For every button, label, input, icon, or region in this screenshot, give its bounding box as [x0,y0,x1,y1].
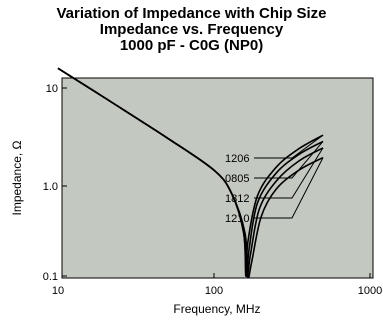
x-tick-label: 1000 [358,285,382,297]
y-tick-label: 1.0 [43,181,58,193]
chart-title-line-3: 1000 pF - C0G (NP0) [119,37,264,54]
y-tick-label: 0.1 [43,271,58,283]
series-label-1812: 1812 [225,193,249,205]
chart-title-line-2: Impedance vs. Frequency [99,21,284,38]
x-tick-label: 100 [205,285,223,297]
y-axis-label: Impedance, Ω [10,140,24,215]
series-label-1210: 1210 [225,213,249,225]
plot-area [61,77,374,279]
series-leader-1812 [254,147,324,199]
series-leader-1210 [254,157,324,219]
series-leader-1206 [254,134,324,159]
series-label-1206: 1206 [225,153,249,165]
series-leader-0805 [254,141,324,179]
chart-title-line-1: Variation of Impedance with Chip Size [56,5,327,22]
x-axis-label: Frequency, MHz [173,302,260,316]
series-line-1210 [57,67,324,279]
series-label-0805: 0805 [225,173,249,185]
y-tick-label: 10 [46,83,58,95]
x-tick-label: 10 [52,285,64,297]
